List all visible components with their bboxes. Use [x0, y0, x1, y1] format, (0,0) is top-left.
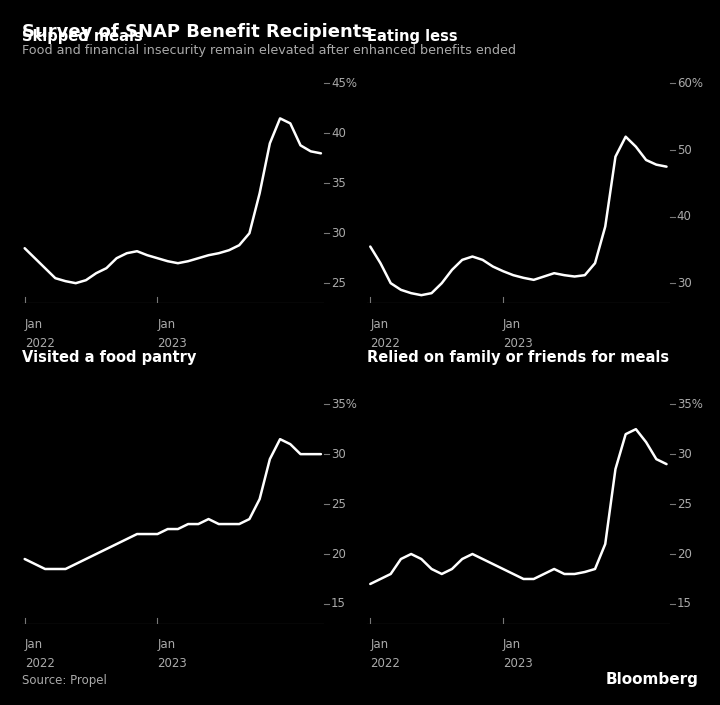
Text: Visited a food pantry: Visited a food pantry	[22, 350, 196, 365]
Text: Jan: Jan	[370, 638, 388, 651]
Text: 40: 40	[677, 210, 692, 223]
Text: Relied on family or friends for meals: Relied on family or friends for meals	[367, 350, 670, 365]
Text: 25: 25	[677, 498, 692, 510]
Text: Jan: Jan	[158, 638, 176, 651]
Text: 2023: 2023	[158, 658, 187, 670]
Text: 30: 30	[331, 448, 346, 460]
Text: 30: 30	[677, 276, 691, 290]
Text: 40: 40	[331, 127, 346, 140]
Text: 20: 20	[677, 548, 692, 560]
Text: Jan: Jan	[370, 317, 388, 331]
Text: 20: 20	[331, 548, 346, 560]
Text: Jan: Jan	[24, 317, 42, 331]
Text: 2022: 2022	[24, 658, 55, 670]
Text: Food and financial insecurity remain elevated after enhanced benefits ended: Food and financial insecurity remain ele…	[22, 44, 516, 56]
Text: 2023: 2023	[503, 337, 533, 350]
Text: Bloomberg: Bloomberg	[606, 673, 698, 687]
Text: 2022: 2022	[370, 337, 400, 350]
Text: 45%: 45%	[331, 77, 357, 90]
Text: Eating less: Eating less	[367, 30, 458, 44]
Text: 35%: 35%	[677, 398, 703, 411]
Text: 25: 25	[331, 498, 346, 510]
Text: 30: 30	[677, 448, 691, 460]
Text: Jan: Jan	[503, 638, 521, 651]
Text: 60%: 60%	[677, 77, 703, 90]
Text: 35%: 35%	[331, 398, 357, 411]
Text: 2023: 2023	[503, 658, 533, 670]
Text: 15: 15	[331, 597, 346, 611]
Text: Source: Propel: Source: Propel	[22, 675, 107, 687]
Text: 30: 30	[331, 227, 346, 240]
Text: 2022: 2022	[370, 658, 400, 670]
Text: Jan: Jan	[24, 638, 42, 651]
Text: 2023: 2023	[158, 337, 187, 350]
Text: 50: 50	[677, 144, 691, 157]
Text: Jan: Jan	[503, 317, 521, 331]
Text: 15: 15	[677, 597, 692, 611]
Text: 2022: 2022	[24, 337, 55, 350]
Text: Survey of SNAP Benefit Recipients: Survey of SNAP Benefit Recipients	[22, 23, 372, 41]
Text: Skipped meals: Skipped meals	[22, 30, 143, 44]
Text: 25: 25	[331, 276, 346, 290]
Text: 35: 35	[331, 177, 346, 190]
Text: Jan: Jan	[158, 317, 176, 331]
